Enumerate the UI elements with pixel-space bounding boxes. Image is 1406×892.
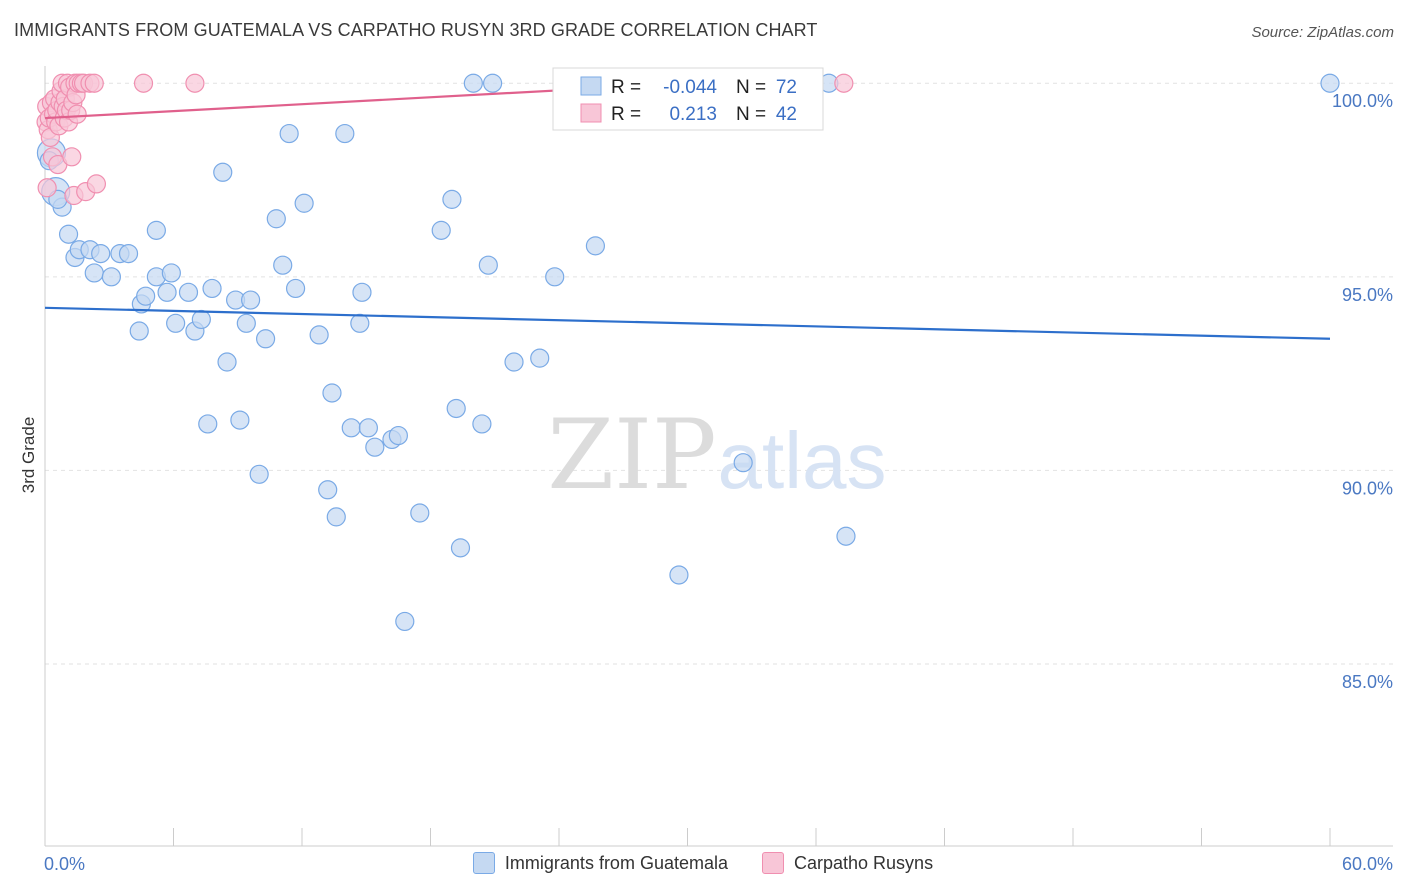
guatemala-point-54 — [446, 398, 466, 419]
legend-item-rusyn[interactable]: Carpatho Rusyns — [762, 852, 933, 874]
guatemala-point-35 — [279, 123, 299, 144]
rusyn-point-37 — [86, 174, 107, 194]
x-tick-label-min: 0.0% — [44, 854, 85, 874]
legend-n-value-2: 42 — [776, 104, 797, 125]
guatemala-point-55 — [450, 538, 471, 558]
guatemala-point-62 — [545, 267, 565, 287]
guatemala-point-17 — [157, 282, 177, 302]
rusyn-point-36 — [84, 73, 104, 93]
guatemala-trend-line — [44, 306, 1331, 340]
guatemala-point-43 — [341, 418, 361, 438]
guatemala-point-61 — [530, 348, 550, 368]
y-tick-label-2: 90.0% — [1342, 478, 1393, 498]
guatemala-point-32 — [255, 329, 276, 349]
guatemala-point-29 — [236, 313, 256, 333]
guatemala-point-53 — [442, 189, 462, 209]
guatemala-point-57 — [472, 414, 492, 434]
guatemala-point-20 — [178, 282, 199, 302]
legend-swatch — [762, 852, 784, 874]
guatemala-point-41 — [326, 507, 346, 527]
guatemala-point-52 — [431, 220, 451, 240]
data-points — [36, 73, 1340, 632]
chart-title: IMMIGRANTS FROM GUATEMALA VS CARPATHO RU… — [14, 20, 818, 40]
guatemala-point-30 — [241, 290, 261, 310]
rusyn-point-38 — [133, 73, 154, 93]
guatemala-point-44 — [350, 313, 370, 333]
x-tick-labels: 0.0% 60.0% — [44, 854, 1393, 874]
guatemala-point-23 — [198, 414, 218, 434]
y-tick-label-3: 85.0% — [1342, 672, 1393, 692]
stats-legend: R = -0.044 N = 72 R = 0.213 N = 42 — [552, 67, 824, 131]
rusyn-point-39 — [185, 73, 205, 93]
legend-swatch-guatemala — [580, 76, 602, 96]
rusyn-point-41 — [834, 73, 854, 93]
guatemala-point-58 — [478, 255, 498, 275]
guatemala-point-40 — [322, 383, 342, 403]
guatemala-point-47 — [365, 437, 385, 457]
guatemala-point-22 — [191, 309, 211, 330]
legend-label-guatemala: Immigrants from Guatemala — [504, 852, 728, 873]
guatemala-point-8 — [91, 243, 111, 264]
guatemala-point-9 — [101, 267, 121, 287]
guatemala-point-12 — [129, 321, 149, 341]
guatemala-point-60 — [504, 352, 524, 372]
guatemala-point-64 — [669, 565, 689, 585]
gridlines — [45, 82, 1393, 665]
rusyn-point-30 — [67, 104, 87, 124]
guatemala-point-68 — [836, 526, 856, 546]
guatemala-point-42 — [335, 123, 355, 144]
guatemala-point-31 — [249, 464, 269, 484]
guatemala-point-56 — [463, 73, 483, 93]
guatemala-point-14 — [136, 286, 156, 306]
watermark: ZIP atlas — [547, 399, 886, 511]
guatemala-point-36 — [285, 278, 306, 299]
legend-swatch — [472, 852, 495, 874]
guatemala-point-39 — [318, 480, 338, 500]
guatemala-point-18 — [161, 263, 181, 283]
guatemala-point-46 — [358, 418, 378, 438]
watermark-zip: ZIP — [547, 399, 716, 511]
guatemala-point-7 — [84, 263, 104, 283]
y-tick-label-1: 95.0% — [1342, 285, 1393, 305]
guatemala-point-37 — [294, 193, 314, 213]
guatemala-point-50 — [395, 611, 415, 632]
guatemala-point-28 — [230, 410, 250, 430]
legend-item-guatemala[interactable]: Immigrants from Guatemala — [472, 852, 728, 874]
guatemala-point-33 — [266, 209, 286, 229]
guatemala-point-59 — [483, 73, 503, 93]
guatemala-point-65 — [733, 453, 753, 473]
guatemala-point-11 — [118, 243, 139, 264]
legend-label-rusyn: Carpatho Rusyns — [794, 852, 934, 873]
guatemala-point-25 — [213, 162, 233, 182]
guatemala-point-16 — [146, 220, 166, 240]
legend-n-label-1: N = — [736, 77, 766, 98]
guatemala-point-49 — [388, 425, 408, 446]
guatemala-point-69 — [1320, 73, 1340, 93]
y-tick-label-0: 100.0% — [1332, 91, 1393, 111]
rusyn-point-2 — [37, 178, 57, 198]
guatemala-point-3 — [58, 224, 79, 244]
legend-r-value-2: 0.213 — [669, 104, 717, 125]
series-legend: Immigrants from Guatemala Carpatho Rusyn… — [0, 852, 1406, 874]
x-tick-label-max: 60.0% — [1342, 854, 1393, 874]
guatemala-point-26 — [217, 352, 237, 372]
guatemala-point-19 — [166, 313, 186, 333]
legend-r-label-1: R = — [611, 77, 641, 98]
guatemala-point-34 — [273, 255, 293, 275]
legend-swatch-rusyn — [580, 103, 602, 123]
rusyn-point-25 — [62, 147, 82, 167]
legend-r-value-1: -0.044 — [663, 77, 717, 98]
guatemala-point-38 — [309, 325, 329, 345]
guatemala-point-51 — [410, 503, 430, 523]
y-axis-label: 3rd Grade — [19, 417, 38, 494]
y-tick-labels: 100.0% 95.0% 90.0% 85.0% — [1332, 91, 1393, 692]
source-credit: Source: ZipAtlas.com — [1251, 24, 1394, 41]
guatemala-point-45 — [352, 282, 372, 302]
guatemala-point-63 — [585, 236, 606, 256]
legend-r-label-2: R = — [611, 104, 641, 125]
legend-n-label-2: N = — [736, 104, 766, 125]
guatemala-point-24 — [202, 278, 222, 299]
legend-n-value-1: 72 — [776, 77, 797, 98]
